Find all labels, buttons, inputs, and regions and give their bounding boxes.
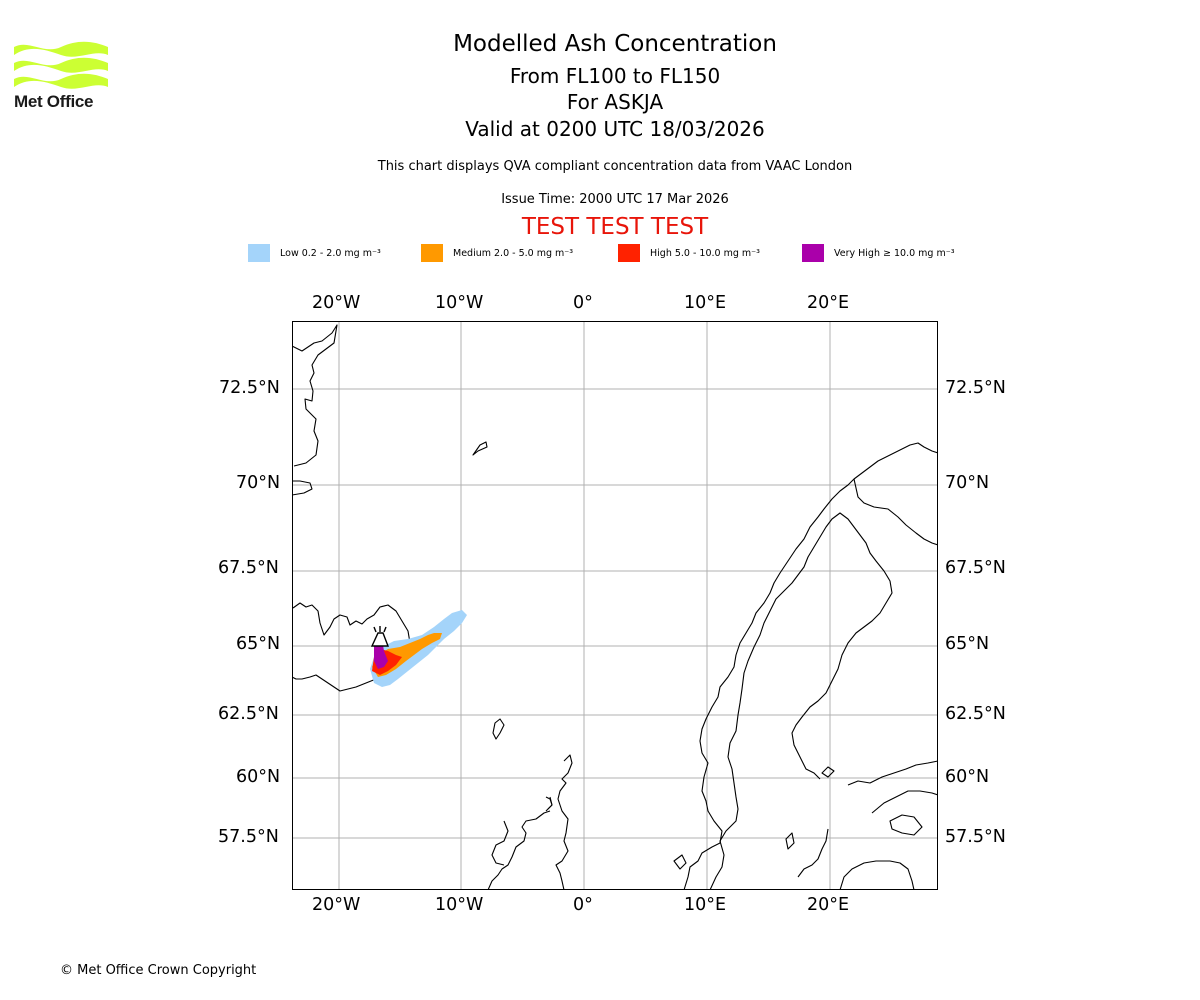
legend-swatch-very-high — [802, 244, 824, 262]
lat-label-right-62-5: 62.5°N — [945, 704, 1006, 724]
chart-title: Modelled Ash Concentration — [453, 31, 777, 57]
iceland-coast — [292, 602, 415, 692]
legend-swatch-low — [248, 244, 270, 262]
flight-level-range: From FL100 to FL150 — [509, 64, 721, 88]
lon-label-bottom-10e: 10°E — [684, 895, 727, 915]
lat-label-left-57-5: 57.5°N — [218, 827, 279, 847]
lat-label-left-65: 65°N — [236, 634, 281, 654]
shetland-orkney — [491, 796, 553, 866]
map-frame — [292, 321, 938, 890]
lon-label-top-20e: 20°E — [807, 293, 850, 313]
lat-label-right-67-5: 67.5°N — [945, 558, 1006, 578]
lon-label-bottom-0: 0° — [573, 895, 593, 915]
lon-label-top-10w: 10°W — [435, 293, 484, 313]
copyright-notice: © Met Office Crown Copyright — [60, 963, 257, 978]
lat-label-right-60: 60°N — [945, 767, 990, 787]
lat-label-right-72-5: 72.5°N — [945, 378, 1006, 398]
lon-label-top-20w: 20°W — [312, 293, 361, 313]
lat-label-left-67-5: 67.5°N — [218, 558, 279, 578]
legend-swatch-high — [618, 244, 640, 262]
legend-item-high: High 5.0 - 10.0 mg m⁻³ — [618, 244, 760, 262]
ash-concentration-map — [292, 321, 938, 890]
lat-label-left-70: 70°N — [236, 473, 281, 493]
faroe-islands-coast — [492, 718, 505, 740]
legend-label-medium: Medium 2.0 - 5.0 mg m⁻³ — [453, 247, 574, 259]
met-office-wordmark: Met Office — [14, 92, 94, 111]
lon-label-bottom-20w: 20°W — [312, 895, 361, 915]
volcano-icon — [370, 626, 390, 647]
lon-label-bottom-10w: 10°W — [435, 895, 484, 915]
legend-swatch-medium — [421, 244, 443, 262]
jan-mayen-coast — [472, 441, 488, 456]
volcano-name: For ASKJA — [566, 90, 664, 114]
baltic-coast — [797, 760, 938, 890]
legend-item-low: Low 0.2 - 2.0 mg m⁻³ — [248, 244, 381, 262]
legend-item-medium: Medium 2.0 - 5.0 mg m⁻³ — [421, 244, 573, 262]
baltic-islands — [673, 766, 835, 870]
lat-label-right-70: 70°N — [945, 473, 990, 493]
lon-label-top-0: 0° — [573, 293, 593, 313]
lon-label-bottom-20e: 20°E — [807, 895, 850, 915]
legend-label-very-high: Very High ≥ 10.0 mg m⁻³ — [834, 247, 955, 259]
greenland-coast — [292, 324, 338, 496]
test-banner: TEST TEST TEST — [521, 214, 709, 240]
lat-label-left-72-5: 72.5°N — [219, 378, 280, 398]
concentration-legend: Low 0.2 - 2.0 mg m⁻³ Medium 2.0 - 5.0 mg… — [0, 244, 1200, 264]
uk-coast — [487, 754, 573, 890]
valid-time: Valid at 0200 UTC 18/03/2026 — [465, 117, 765, 141]
legend-label-high: High 5.0 - 10.0 mg m⁻³ — [650, 247, 760, 259]
met-office-logo-icon — [14, 41, 108, 89]
lat-label-right-57-5: 57.5°N — [945, 827, 1006, 847]
coastlines — [292, 324, 938, 890]
data-source-note: This chart displays QVA compliant concen… — [377, 159, 853, 174]
legend-label-low: Low 0.2 - 2.0 mg m⁻³ — [280, 247, 381, 259]
lat-label-left-62-5: 62.5°N — [218, 704, 279, 724]
lat-label-left-60: 60°N — [236, 767, 281, 787]
issue-time: Issue Time: 2000 UTC 17 Mar 2026 — [501, 192, 729, 207]
scandinavia-inland — [709, 478, 938, 890]
lon-label-top-10e: 10°E — [684, 293, 727, 313]
ash-plume — [370, 610, 467, 687]
lat-label-right-65: 65°N — [945, 634, 990, 654]
scandinavia-coast — [683, 442, 938, 890]
legend-item-very-high: Very High ≥ 10.0 mg m⁻³ — [802, 244, 955, 262]
